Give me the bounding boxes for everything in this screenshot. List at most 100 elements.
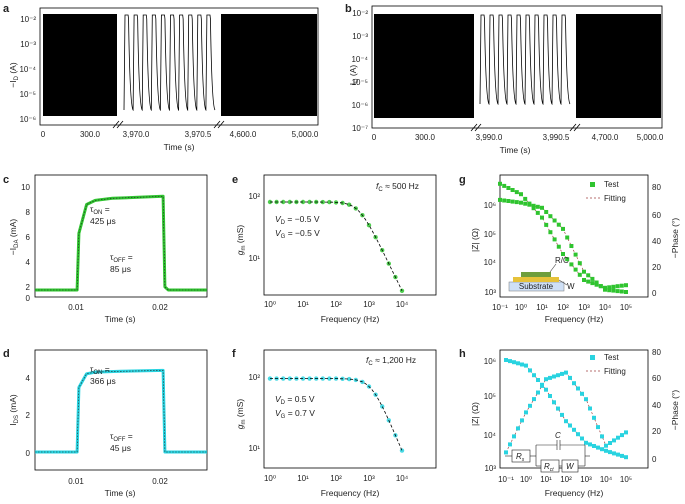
electrode-layer (513, 277, 559, 282)
z-point (616, 452, 620, 457)
axis-break-b2 (569, 123, 581, 132)
tau-on-label-c: τON = (90, 204, 110, 216)
phase-point (594, 282, 599, 287)
z-point (596, 445, 600, 450)
z-point (624, 290, 628, 294)
panel-g: g |Z| (Ω) −Phase (°) 10⁶ 10⁵ 10⁴ 10³ 80 … (459, 174, 680, 324)
phase-point (527, 201, 532, 206)
xlabel-e: Frequency (Hz) (321, 314, 380, 324)
z-point (556, 406, 560, 411)
z-point (508, 359, 512, 364)
ylabel-a: −ID (A) (8, 62, 20, 88)
z-point (604, 448, 608, 453)
ytick-right-g: 20 (652, 263, 661, 272)
phase-point (596, 425, 600, 430)
z-point (584, 440, 588, 445)
phase-point (615, 284, 620, 289)
xtick-b: 3,990.0 (476, 133, 503, 142)
phase-point (624, 283, 628, 288)
z-point (588, 442, 592, 447)
xlabel-b: Time (s) (500, 145, 531, 155)
data-point (327, 376, 332, 381)
z-point (544, 210, 549, 214)
xtick-f: 10¹ (297, 474, 309, 483)
xtick-h: 10¹ (540, 475, 552, 484)
ytick-c: 4 (26, 258, 31, 267)
xlabel-c: Time (s) (105, 314, 136, 324)
xtick-c: 0.01 (68, 303, 84, 312)
ytick-a: 10⁻³ (20, 40, 36, 49)
xlabel-a: Time (s) (164, 142, 195, 152)
z-point (556, 222, 561, 227)
xlabel-g: Frequency (Hz) (545, 314, 604, 324)
phase-point (520, 418, 524, 423)
legend-label-fit-g: Fitting (604, 194, 626, 203)
fc-label-f: fC ≈ 1,200 Hz (366, 355, 416, 367)
ytick-f: 10¹ (248, 444, 260, 453)
z-point (565, 235, 570, 240)
xtick-a: 300.0 (80, 130, 101, 139)
panel-letter-b: b (345, 3, 352, 15)
phase-point (586, 279, 591, 284)
circuit-w-label: W (566, 462, 575, 471)
ytick-c: 8 (26, 208, 31, 217)
ytick-right-g: 80 (652, 183, 661, 192)
ytick-left-h: 10⁶ (484, 357, 496, 366)
z-point (548, 214, 553, 219)
phase-point (584, 397, 588, 402)
xtick-b: 4,700.0 (592, 133, 619, 142)
phase-point (572, 381, 576, 386)
xtick-c: 0.02 (152, 303, 168, 312)
pulse-curve-c (35, 194, 207, 292)
ytick-b: 10⁻⁶ (352, 101, 368, 110)
ytick-right-g: 0 (652, 289, 657, 298)
data-point (366, 223, 372, 228)
phase-point (561, 252, 565, 256)
xtick-d: 0.02 (152, 477, 168, 486)
ytick-right-h: 0 (652, 455, 657, 464)
phase-point (504, 450, 508, 455)
phase-point (607, 285, 612, 290)
z-point (620, 453, 624, 458)
xtick-f: 10⁴ (396, 474, 409, 483)
axes-frame-a (39, 7, 319, 126)
phase-point (544, 222, 549, 227)
phase-point (598, 284, 603, 289)
z-point (528, 368, 532, 373)
ytick-left-g: 10⁶ (484, 201, 496, 210)
phase-point (616, 435, 620, 440)
ytick-left-g: 10⁵ (484, 230, 496, 239)
z-point (552, 400, 556, 405)
phase-point (536, 390, 540, 395)
data-point (347, 376, 352, 382)
xtick-b: 5,000.0 (637, 133, 664, 142)
axes-frame-e (263, 174, 437, 296)
axes-frame-f (263, 349, 437, 469)
xtick-f: 10³ (363, 474, 375, 483)
xtick-h: 10⁰ (520, 475, 532, 484)
xtick-e: 10⁰ (264, 300, 276, 309)
pulse-train-b (479, 14, 571, 106)
z-point (608, 450, 612, 455)
w-pointer (558, 279, 568, 286)
ytick-d: 4 (26, 374, 31, 383)
phase-point (624, 430, 628, 435)
axis-break-b1 (470, 123, 482, 132)
z-point (514, 200, 519, 205)
xtick-f: 10⁰ (264, 474, 276, 483)
phase-point (556, 373, 560, 378)
xtick-b: 0 (372, 133, 377, 142)
ytick-b: 10⁻² (352, 9, 368, 18)
z-point (516, 361, 520, 366)
axes-frame-b (371, 5, 663, 129)
phase-point (508, 442, 512, 447)
phase-point (590, 281, 595, 286)
vg-label-f: VG = 0.7 V (275, 408, 315, 420)
ytick-d: 0 (26, 449, 31, 458)
tau-off-label-c: τOFF = (110, 252, 133, 264)
pulse-core-c (35, 195, 207, 291)
z-point (519, 200, 523, 205)
equivalent-circuit-h (505, 440, 590, 473)
data-points-g (498, 181, 628, 294)
